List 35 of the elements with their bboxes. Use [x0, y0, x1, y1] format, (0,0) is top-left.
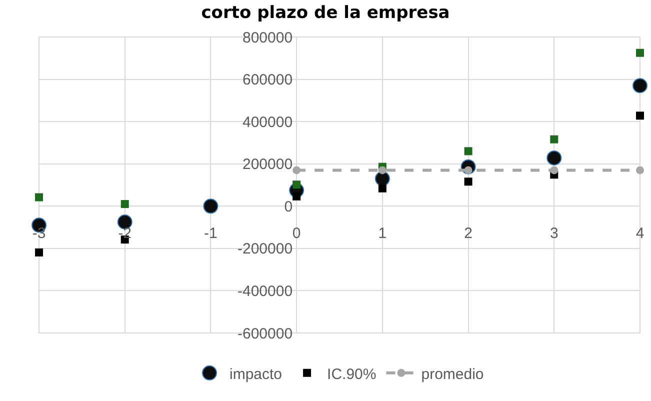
- point: [546, 150, 562, 166]
- point: [292, 180, 301, 189]
- x-tick-label: 3: [550, 225, 558, 242]
- y-tick-label: -600000: [238, 325, 293, 342]
- y-tick-label: 400000: [242, 114, 293, 131]
- legend-label: impacto: [230, 366, 282, 383]
- point: [378, 166, 386, 174]
- point: [464, 178, 472, 186]
- x-tick-label: 4: [636, 225, 644, 242]
- point: [636, 166, 644, 174]
- chart-title: corto plazo de la empresa: [201, 2, 450, 23]
- point: [292, 192, 301, 200]
- point: [550, 166, 558, 174]
- point: [35, 248, 43, 256]
- y-tick-label: 200000: [242, 156, 293, 174]
- x-tick-label: 2: [464, 225, 472, 242]
- point: [120, 200, 129, 208]
- y-tick-label: 0: [284, 198, 293, 216]
- y-tick-label: -200000: [238, 240, 293, 258]
- point: [35, 193, 43, 202]
- x-tick-label: -1: [204, 225, 218, 242]
- y-tick-label: 600000: [242, 72, 293, 89]
- legend-label: promedio: [421, 366, 484, 383]
- point: [632, 78, 648, 94]
- y-tick-label: 800000: [242, 29, 293, 46]
- x-tick-label: 1: [378, 225, 387, 242]
- y-tick-label: -400000: [238, 282, 293, 300]
- point: [203, 198, 218, 214]
- point: [464, 147, 472, 156]
- legend-label: IC.90%: [327, 366, 376, 383]
- point: [636, 112, 644, 120]
- point: [550, 135, 558, 144]
- point: [378, 184, 386, 192]
- point: [636, 48, 644, 57]
- point: [292, 166, 301, 174]
